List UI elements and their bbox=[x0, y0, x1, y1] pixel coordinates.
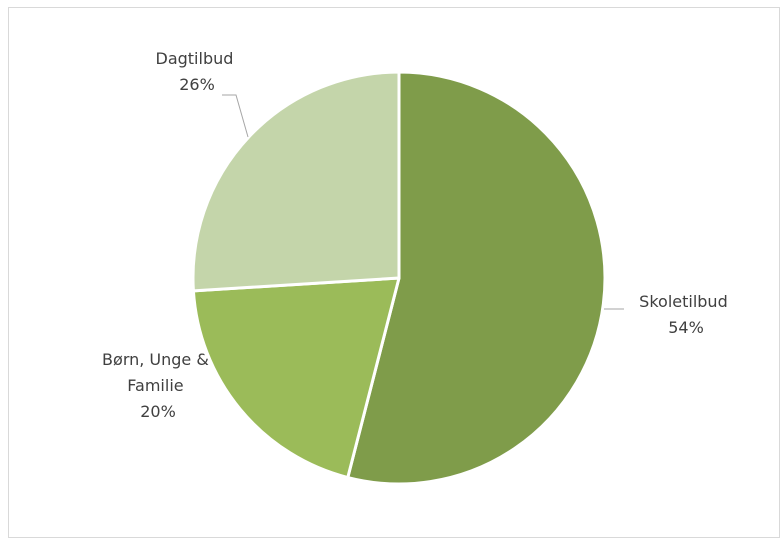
leader-line-dagtilbud bbox=[222, 94, 249, 138]
slice-born-unge-familie bbox=[191, 276, 401, 480]
slice-label-skoletilbud: Skoletilbud 54% bbox=[639, 292, 733, 337]
slice-skoletilbud bbox=[346, 70, 607, 486]
slice-dagtilbud bbox=[191, 70, 401, 293]
slice-label-born-unge-familie: Børn, Unge & Familie 20% bbox=[102, 350, 214, 421]
slice-label-dagtilbud: Dagtilbud 26% bbox=[156, 49, 239, 94]
